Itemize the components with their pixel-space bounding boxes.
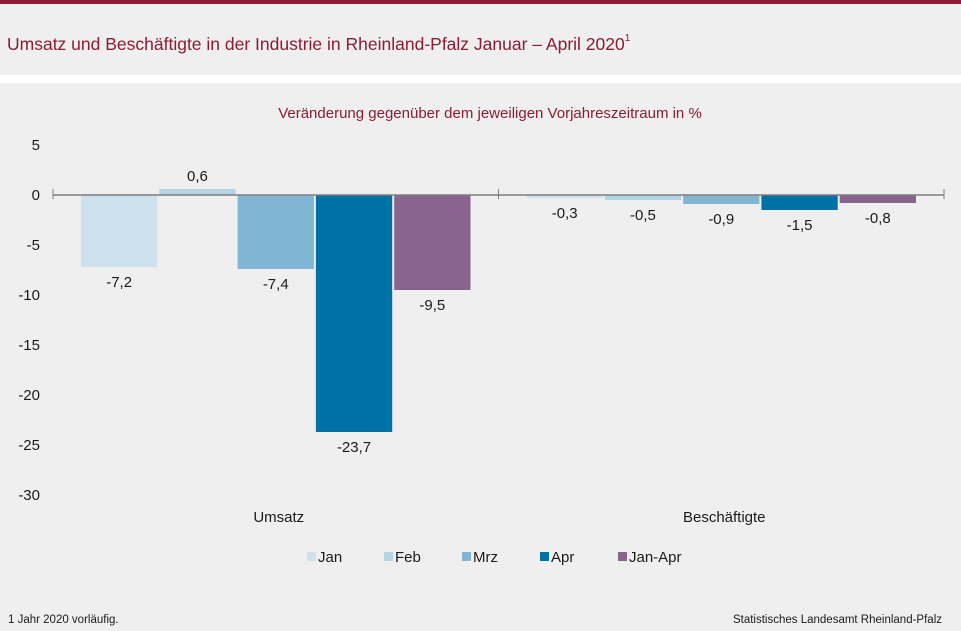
bars — [81, 189, 916, 432]
legend-item-jan-apr: Jan-Apr — [618, 549, 682, 566]
legend-label: Mrz — [473, 549, 498, 566]
bar-mrz-beschäftigte — [683, 195, 760, 204]
legend-label: Apr — [551, 549, 574, 566]
data-label: -0,8 — [865, 210, 891, 227]
top-accent-bar — [0, 0, 961, 4]
title-text: Umsatz und Beschäftigte in der Industrie… — [7, 34, 625, 54]
category-label: Umsatz — [253, 509, 304, 526]
category-label: Beschäftigte — [683, 509, 766, 526]
category-labels: Umsatz Beschäftigte — [253, 509, 765, 526]
y-tick-label: -25 — [18, 437, 40, 454]
bar-feb-beschäftigte — [604, 195, 682, 200]
bar-mrz-umsatz — [237, 195, 314, 269]
chart-subtitle: Veränderung gegenüber dem jeweiligen Vor… — [278, 105, 702, 122]
legend: Jan Feb Mrz Apr Jan-Apr — [307, 549, 682, 566]
bar-apr-beschäftigte — [761, 195, 838, 210]
header: Umsatz und Beschäftigte in der Industrie… — [0, 4, 961, 75]
legend-swatch — [307, 552, 316, 561]
data-label: -0,5 — [630, 207, 656, 224]
y-tick-label: -30 — [18, 487, 40, 504]
y-tick-label: 0 — [32, 187, 40, 204]
data-label: -7,4 — [263, 276, 289, 293]
data-label: -9,5 — [419, 297, 445, 314]
chart-panel — [0, 83, 961, 631]
legend-item-apr: Apr — [540, 549, 574, 566]
legend-label: Jan-Apr — [629, 549, 682, 566]
y-tick-label: -20 — [18, 387, 40, 404]
legend-item-jan: Jan — [307, 549, 342, 566]
legend-swatch — [618, 552, 627, 561]
data-label: -0,3 — [552, 205, 578, 222]
data-label: -23,7 — [337, 439, 371, 456]
bar-feb-umsatz — [159, 189, 236, 195]
y-tick-label: 5 — [32, 137, 40, 154]
data-label: -1,5 — [787, 217, 813, 234]
x-axis — [52, 189, 945, 199]
footnote: 1 Jahr 2020 vorläufig. — [8, 614, 119, 626]
bar-apr-umsatz — [315, 195, 393, 432]
data-label: -7,2 — [106, 274, 132, 291]
y-tick-label: -5 — [27, 237, 40, 254]
data-labels: -7,2 0,6 -7,4 -23,7 -9,5 -0,3 -0,5 -0,9 -1,5 -0,8 — [106, 168, 891, 456]
bar-jan-umsatz — [81, 195, 158, 267]
legend-label: Jan — [318, 549, 342, 566]
y-tick-label: -15 — [18, 337, 40, 354]
title-footnote-mark: 1 — [624, 33, 631, 44]
legend-item-feb: Feb — [384, 549, 421, 566]
legend-swatch — [540, 552, 549, 561]
data-label: -0,9 — [708, 211, 734, 228]
bar-jan-beschäftigte — [526, 195, 603, 198]
source-credit: Statistisches Landesamt Rheinland-Pfalz — [733, 614, 942, 626]
bar-jan-apr-umsatz — [394, 195, 471, 290]
legend-item-mrz: Mrz — [462, 549, 498, 566]
legend-swatch — [462, 552, 471, 561]
bar-jan-apr-beschäftigte — [839, 195, 916, 203]
legend-swatch — [384, 552, 393, 561]
legend-label: Feb — [395, 549, 421, 566]
y-axis: 5 0 -5 -10 -15 -20 -25 -30 — [18, 137, 40, 504]
y-tick-label: -10 — [18, 287, 40, 304]
data-label: 0,6 — [187, 168, 208, 185]
page-title: Umsatz und Beschäftigte in der Industrie… — [7, 33, 631, 55]
separator — [0, 75, 961, 83]
